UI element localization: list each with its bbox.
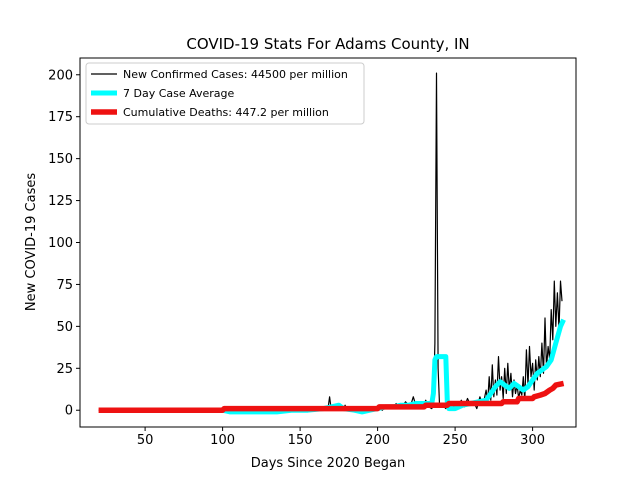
y-tick-label: 0 (65, 404, 73, 419)
legend-label-cumulative-deaths: Cumulative Deaths: 447.2 per million (123, 106, 329, 119)
y-tick-label: 175 (48, 110, 73, 125)
y-axis-ticks: 0 25 50 75 100 125 150 175 200 (48, 68, 80, 419)
y-tick-label: 50 (56, 320, 73, 335)
series-layer (98, 72, 566, 415)
y-axis-label: New COVID-19 Cases (24, 173, 39, 311)
chart-title: COVID-19 Stats For Adams County, IN (186, 35, 469, 53)
x-tick-label: 150 (288, 433, 313, 448)
x-tick-label: 300 (520, 433, 545, 448)
x-tick-label: 50 (137, 433, 154, 448)
legend-label-7-day-average: 7 Day Case Average (123, 87, 235, 100)
legend-label-new-cases: New Confirmed Cases: 44500 per million (123, 68, 348, 81)
y-tick-label: 75 (56, 278, 73, 293)
x-axis-label: Days Since 2020 Began (251, 456, 406, 471)
series-line-cumulative-deaths (98, 380, 565, 413)
y-tick-label: 150 (48, 152, 73, 167)
y-tick-label: 200 (48, 68, 73, 83)
x-tick-label: 250 (443, 433, 468, 448)
y-tick-label: 125 (48, 194, 73, 209)
y-tick-label: 25 (56, 362, 73, 377)
y-tick-label: 100 (48, 236, 73, 251)
legend-box (85, 62, 365, 125)
x-axis-ticks: 50 100 150 200 250 300 (137, 427, 545, 448)
x-tick-label: 200 (365, 433, 390, 448)
x-tick-label: 100 (210, 433, 235, 448)
legend: New Confirmed Cases: 44500 per million 7… (85, 62, 365, 125)
